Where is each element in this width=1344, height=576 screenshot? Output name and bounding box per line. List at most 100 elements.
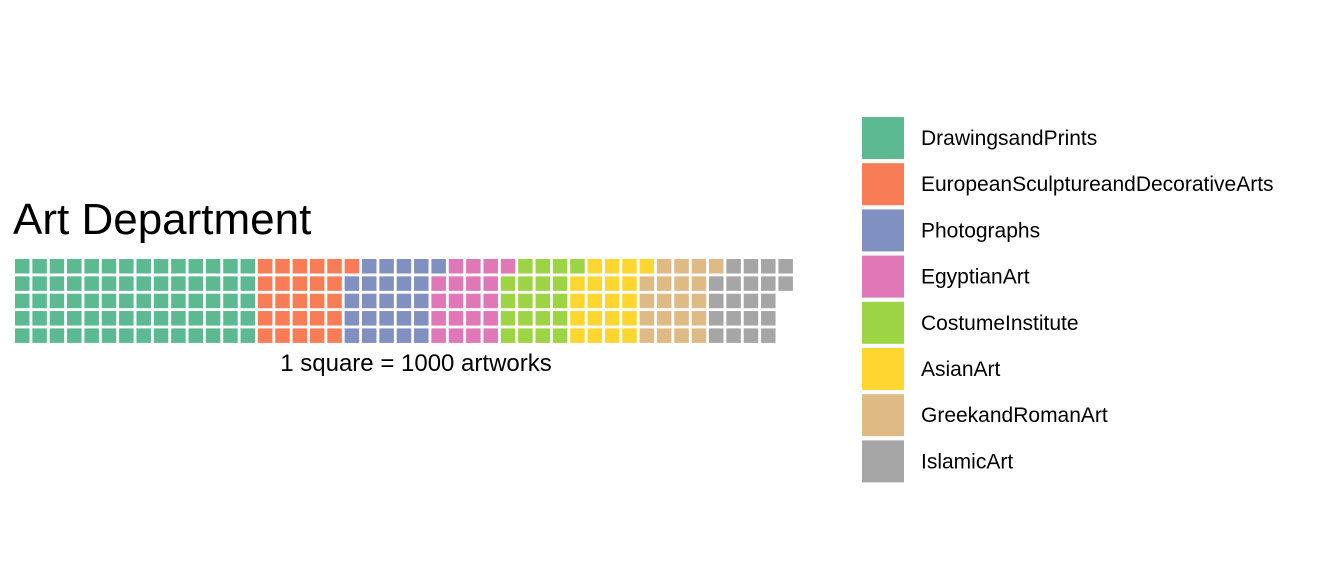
waffle-square bbox=[344, 328, 360, 343]
waffle-square bbox=[15, 328, 30, 343]
waffle-square bbox=[396, 276, 412, 291]
waffle-square bbox=[136, 259, 151, 274]
waffle-square bbox=[570, 293, 585, 309]
waffle-square bbox=[709, 311, 724, 326]
waffle-square bbox=[500, 259, 516, 274]
waffle-square bbox=[379, 293, 394, 309]
legend-label: IslamicArt bbox=[921, 450, 1013, 473]
waffle-square bbox=[275, 328, 290, 343]
waffle-square bbox=[223, 293, 238, 309]
waffle-square bbox=[483, 259, 498, 274]
waffle-square bbox=[379, 328, 394, 343]
waffle-square bbox=[257, 311, 273, 326]
waffle-square bbox=[396, 328, 412, 343]
waffle-square bbox=[587, 259, 603, 274]
waffle-square bbox=[292, 259, 308, 274]
waffle-square bbox=[153, 259, 169, 274]
waffle-square bbox=[535, 328, 550, 343]
waffle-square bbox=[257, 276, 273, 291]
waffle-square bbox=[674, 311, 689, 326]
waffle-square bbox=[552, 276, 568, 291]
waffle-square bbox=[188, 276, 203, 291]
waffle-square bbox=[257, 259, 273, 274]
waffle-square bbox=[535, 276, 550, 291]
legend-key bbox=[862, 440, 904, 483]
waffle-square bbox=[604, 293, 620, 309]
waffle-square bbox=[622, 259, 637, 274]
waffle-square bbox=[431, 311, 446, 326]
waffle-square bbox=[743, 276, 759, 291]
waffle-square bbox=[570, 311, 585, 326]
waffle-square bbox=[257, 293, 273, 309]
waffle-square bbox=[275, 276, 290, 291]
waffle-square bbox=[136, 276, 151, 291]
waffle-square bbox=[171, 276, 186, 291]
waffle-square bbox=[761, 293, 776, 309]
waffle-square bbox=[552, 259, 568, 274]
waffle-square bbox=[761, 259, 776, 274]
waffle-square bbox=[32, 293, 47, 309]
waffle-square bbox=[188, 259, 203, 274]
waffle-square bbox=[552, 293, 568, 309]
waffle-square bbox=[188, 311, 203, 326]
waffle-square bbox=[49, 311, 65, 326]
waffle-square bbox=[674, 328, 689, 343]
waffle-square bbox=[622, 293, 637, 309]
waffle-square bbox=[136, 311, 151, 326]
waffle-square bbox=[32, 311, 47, 326]
waffle-square bbox=[604, 328, 620, 343]
waffle-square bbox=[309, 259, 325, 274]
waffle-square bbox=[240, 293, 256, 309]
legend-label: CostumeInstitute bbox=[921, 312, 1079, 335]
waffle-square bbox=[674, 259, 689, 274]
waffle-square bbox=[761, 276, 776, 291]
waffle-square bbox=[639, 311, 655, 326]
waffle-square bbox=[448, 311, 464, 326]
waffle-square bbox=[587, 276, 603, 291]
waffle-square bbox=[171, 311, 186, 326]
waffle-square bbox=[500, 311, 516, 326]
waffle-squares bbox=[15, 259, 793, 343]
waffle-square bbox=[292, 276, 308, 291]
waffle-square bbox=[101, 276, 117, 291]
waffle-square bbox=[32, 259, 47, 274]
waffle-square bbox=[656, 328, 672, 343]
waffle-square bbox=[188, 293, 203, 309]
waffle-square bbox=[709, 328, 724, 343]
waffle-square bbox=[275, 293, 290, 309]
waffle-square bbox=[639, 293, 655, 309]
waffle-square bbox=[709, 259, 724, 274]
waffle-square bbox=[205, 328, 221, 343]
waffle-square bbox=[535, 259, 550, 274]
waffle-square bbox=[639, 328, 655, 343]
waffle-square bbox=[518, 276, 533, 291]
waffle-square bbox=[32, 328, 47, 343]
waffle-square bbox=[362, 311, 377, 326]
waffle-square bbox=[49, 259, 65, 274]
waffle-square bbox=[205, 259, 221, 274]
waffle-square bbox=[275, 311, 290, 326]
waffle-square bbox=[726, 328, 741, 343]
waffle-square bbox=[483, 328, 498, 343]
waffle-square bbox=[691, 276, 707, 291]
waffle-square bbox=[709, 293, 724, 309]
waffle-square bbox=[466, 259, 481, 274]
waffle-square bbox=[483, 293, 498, 309]
waffle-square bbox=[240, 328, 256, 343]
legend-key bbox=[862, 209, 904, 252]
waffle-square bbox=[119, 293, 134, 309]
waffle-square bbox=[119, 311, 134, 326]
chart-title: Art Department bbox=[13, 195, 311, 244]
waffle-square bbox=[500, 293, 516, 309]
waffle-square bbox=[67, 259, 82, 274]
waffle-square bbox=[119, 276, 134, 291]
waffle-square bbox=[205, 293, 221, 309]
waffle-square bbox=[240, 259, 256, 274]
waffle-square bbox=[778, 276, 793, 291]
waffle-square bbox=[518, 293, 533, 309]
waffle-square bbox=[379, 276, 394, 291]
waffle-square bbox=[656, 311, 672, 326]
waffle-square bbox=[153, 311, 169, 326]
waffle-square bbox=[552, 311, 568, 326]
waffle-square bbox=[587, 311, 603, 326]
